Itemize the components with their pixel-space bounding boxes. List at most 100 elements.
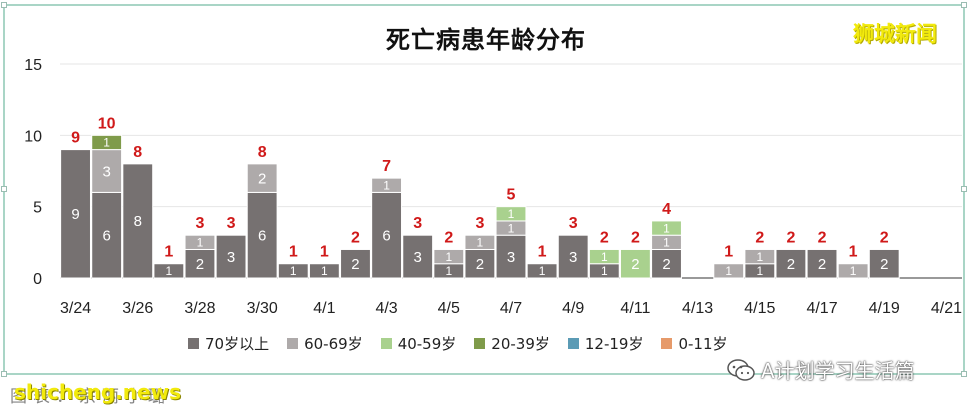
resize-handle-bottom-right[interactable] bbox=[961, 371, 967, 377]
bar-segment bbox=[464, 248, 496, 279]
bar-segment-label: 6 bbox=[382, 227, 390, 244]
source-text: 图表：宗丽小璐 bbox=[10, 387, 171, 407]
legend-swatch bbox=[661, 338, 673, 349]
legend-label: 0-11岁 bbox=[678, 335, 728, 353]
bar-segment-label: 2 bbox=[476, 256, 484, 273]
legend-swatch bbox=[380, 338, 392, 349]
bar-total-label: 4 bbox=[662, 201, 671, 218]
x-tick-label: 4/17 bbox=[806, 300, 837, 317]
bar-segment-label: 3 bbox=[414, 249, 422, 266]
bar-segment bbox=[464, 234, 496, 250]
bar-segment-label: 1 bbox=[383, 178, 390, 192]
account-label: A计划学习生活篇 bbox=[727, 355, 915, 384]
bar-segment-label: 2 bbox=[351, 256, 359, 273]
legend-label: 12-19岁 bbox=[584, 335, 644, 353]
bar-segment-label: 2 bbox=[196, 256, 204, 273]
bar-segment-label: 1 bbox=[850, 264, 857, 278]
x-tick-label: 4/19 bbox=[869, 300, 900, 317]
bar-segment bbox=[277, 263, 309, 279]
account-name: A计划学习生活篇 bbox=[761, 359, 915, 383]
bar-segment bbox=[246, 191, 278, 279]
bar-total-label: 3 bbox=[569, 215, 578, 232]
bar-segment bbox=[122, 163, 154, 279]
watermark-bottom: shicheng.news bbox=[14, 380, 181, 404]
bar-segment-label: 1 bbox=[756, 250, 763, 264]
bar-segment-label: 2 bbox=[258, 170, 266, 187]
resize-handle-right[interactable] bbox=[961, 186, 967, 192]
y-tick-label: 10 bbox=[24, 128, 42, 145]
bar-segment-label: 1 bbox=[445, 250, 452, 264]
bar-total-label: 2 bbox=[631, 229, 640, 246]
bar-total-label: 2 bbox=[818, 229, 827, 246]
bar-total-label: 10 bbox=[98, 115, 116, 132]
bar-total-label: 2 bbox=[444, 229, 453, 246]
bar-segment bbox=[526, 263, 558, 279]
bar-segment bbox=[495, 206, 527, 222]
resize-handle-left[interactable] bbox=[1, 186, 7, 192]
bar-segment-label: 2 bbox=[880, 256, 888, 273]
bar-segment-label: 9 bbox=[71, 206, 79, 223]
x-tick-label: 4/3 bbox=[375, 300, 397, 317]
resize-handle-top-left[interactable] bbox=[1, 2, 7, 8]
y-tick-label: 15 bbox=[24, 57, 42, 74]
bar-total-label: 8 bbox=[133, 144, 142, 161]
x-tick-label: 4/7 bbox=[500, 300, 522, 317]
x-tick-label: 4/1 bbox=[313, 300, 335, 317]
bar-total-label: 1 bbox=[164, 244, 173, 261]
bar-segment bbox=[91, 191, 123, 279]
bar-segment bbox=[495, 234, 527, 279]
legend: 70岁以上 60-69岁 40-59岁 20-39岁 12-19岁 0-11岁 bbox=[188, 333, 746, 354]
chart-frame[interactable] bbox=[1, 2, 967, 377]
bar-segment bbox=[215, 234, 247, 279]
bar-segment-label: 2 bbox=[818, 256, 826, 273]
legend-item: 0-11岁 bbox=[661, 333, 728, 354]
bar-segment-label: 3 bbox=[507, 249, 515, 266]
bar-segment-label: 2 bbox=[787, 256, 795, 273]
bar-segment bbox=[713, 263, 745, 279]
y-tick-label: 5 bbox=[33, 200, 42, 217]
chart-title: 死亡病患年龄分布 bbox=[386, 26, 586, 54]
bar-segment-label: 8 bbox=[134, 213, 142, 230]
bar-total-label: 5 bbox=[507, 187, 516, 204]
bar-total-label: 9 bbox=[71, 130, 80, 147]
bar-segment bbox=[246, 163, 278, 193]
bar-segment-label: 1 bbox=[166, 264, 173, 278]
x-tick-label: 4/13 bbox=[682, 300, 713, 317]
resize-handle-top-right[interactable] bbox=[961, 2, 967, 8]
bar-segment bbox=[619, 248, 651, 279]
bar-segment-label: 3 bbox=[102, 163, 110, 180]
bar-segment bbox=[371, 191, 403, 279]
bar-segment-label: 3 bbox=[569, 249, 577, 266]
x-tick-label: 4/15 bbox=[744, 300, 775, 317]
x-tick-label: 4/5 bbox=[438, 300, 460, 317]
bar-total-label: 2 bbox=[755, 229, 764, 246]
bar-segment bbox=[868, 248, 900, 279]
bar-segment-label: 1 bbox=[725, 264, 732, 278]
bar-total-label: 3 bbox=[413, 215, 422, 232]
legend-swatch bbox=[287, 338, 299, 349]
bar-segment bbox=[837, 263, 869, 279]
bar-segment-label: 1 bbox=[663, 236, 670, 250]
bar-total-label: 8 bbox=[258, 144, 267, 161]
x-tick-label: 3/28 bbox=[184, 300, 215, 317]
bar-total-label: 1 bbox=[289, 244, 298, 261]
x-tick-label: 3/26 bbox=[122, 300, 153, 317]
legend-item: 40-59岁 bbox=[380, 333, 456, 354]
bar-segment bbox=[184, 248, 216, 279]
bar-total-label: 2 bbox=[600, 229, 609, 246]
bar-segment-label: 3 bbox=[227, 249, 235, 266]
resize-handle-bottom-left[interactable] bbox=[1, 371, 7, 377]
bar-segment-label: 2 bbox=[631, 256, 639, 273]
bar-segment bbox=[651, 220, 682, 236]
bar-segment bbox=[308, 263, 340, 279]
bar-total-label: 3 bbox=[196, 215, 205, 232]
bar-total-label: 3 bbox=[227, 215, 236, 232]
bar-total-label: 1 bbox=[849, 244, 858, 261]
legend-label: 70岁以上 bbox=[205, 335, 270, 353]
x-tick-label: 4/21 bbox=[931, 300, 962, 317]
legend-item: 20-39岁 bbox=[474, 333, 550, 354]
legend-swatch bbox=[474, 338, 486, 349]
x-tick-label: 3/30 bbox=[247, 300, 278, 317]
bar-segment-label: 6 bbox=[102, 227, 110, 244]
bar-segment-label: 1 bbox=[508, 207, 515, 221]
